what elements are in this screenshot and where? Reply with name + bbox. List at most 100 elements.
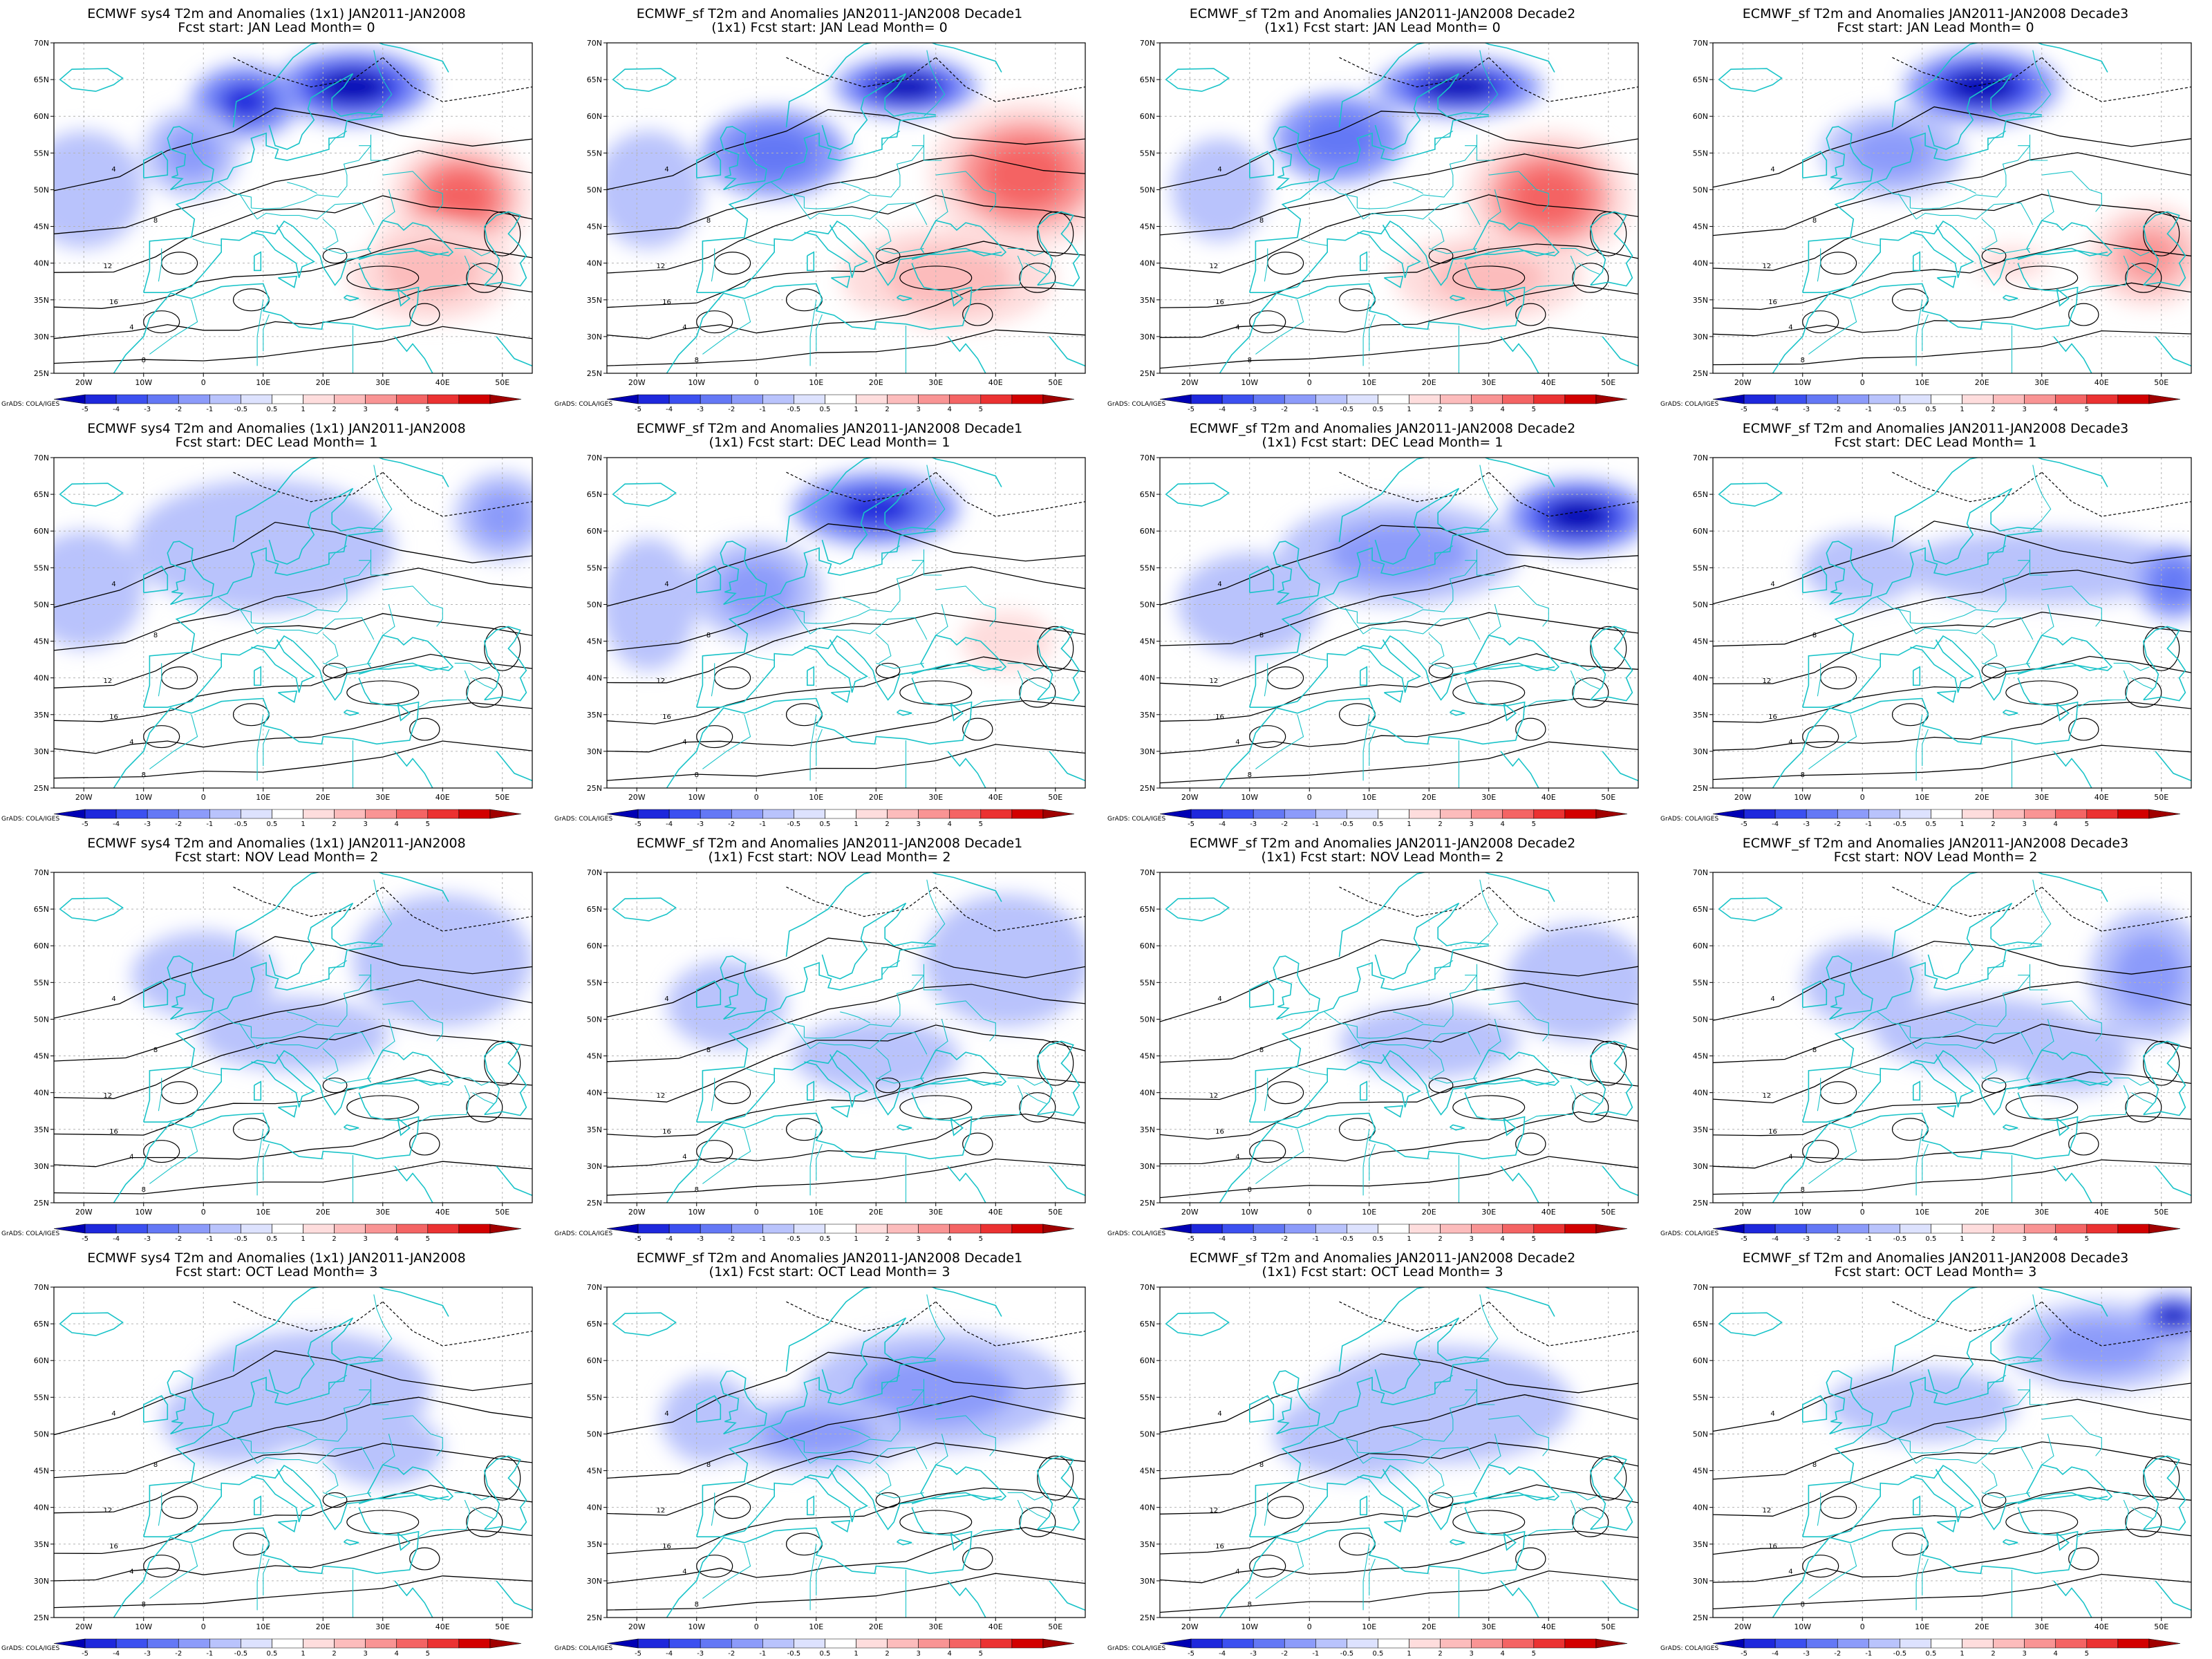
grads-credit: GrADS: COLA/IGES bbox=[554, 401, 613, 408]
country-border bbox=[371, 465, 393, 532]
contour-label: 4 bbox=[1788, 324, 1792, 331]
coastline bbox=[821, 902, 936, 980]
country-border bbox=[1007, 1077, 1044, 1086]
contour-line-negative bbox=[1339, 1301, 1490, 1332]
coastline bbox=[2056, 1118, 2070, 1136]
country-border bbox=[1362, 714, 1370, 781]
country-border bbox=[771, 1426, 805, 1452]
lat-tick-label: 30N bbox=[1693, 1162, 1708, 1171]
coastline bbox=[1383, 690, 1404, 703]
contour-loop bbox=[1019, 677, 1056, 708]
coastline bbox=[1219, 1507, 1526, 1618]
colorbar-swatch bbox=[731, 1638, 763, 1649]
lat-tick-label: 60N bbox=[1140, 1356, 1155, 1365]
lat-tick-label: 50N bbox=[34, 1015, 49, 1024]
contour-label: 8 bbox=[1812, 632, 1817, 639]
country-border bbox=[1915, 714, 1923, 781]
lon-tick-label: 50E bbox=[1601, 1208, 1615, 1217]
map-frame bbox=[1159, 42, 1639, 374]
colorbar-swatch bbox=[303, 394, 335, 404]
colorbar-label: -0.5 bbox=[234, 1235, 248, 1243]
coastline bbox=[2053, 1165, 2102, 1203]
contour-loop bbox=[322, 662, 348, 679]
lat-tick-label: 65N bbox=[34, 490, 49, 499]
lat-tick-label: 30N bbox=[1140, 1577, 1155, 1586]
anomaly-blob bbox=[2157, 1306, 2190, 1327]
lon-tick-label: 10E bbox=[809, 378, 823, 387]
country-border bbox=[1981, 1463, 1998, 1493]
country-border bbox=[323, 1492, 371, 1499]
lon-tick-label: 20W bbox=[1181, 1622, 1199, 1631]
colorbar-swatch bbox=[637, 809, 670, 819]
lon-tick-label: 30E bbox=[375, 1622, 390, 1631]
panel-subtitle: (1x1) Fcst start: NOV Lead Month= 2 bbox=[708, 850, 951, 865]
lat-tick-label: 25N bbox=[1693, 1613, 1708, 1622]
contour-line-negative bbox=[233, 57, 384, 88]
colorbar-label: 3 bbox=[2022, 821, 2026, 828]
colorbar-label: -3 bbox=[144, 1650, 151, 1658]
country-border bbox=[1808, 299, 1857, 355]
country-border bbox=[371, 1294, 393, 1361]
country-border bbox=[935, 1434, 948, 1465]
coastline bbox=[251, 639, 315, 693]
contour-label: 16 bbox=[662, 713, 671, 721]
colorbar-label: -0.5 bbox=[787, 406, 801, 413]
colorbar-label: -4 bbox=[1772, 1650, 1779, 1658]
map-frame bbox=[1712, 1286, 2192, 1618]
colorbar: -5 -4 -3 -2 -1 -0.5 0.5 1 2 3 4 5 bbox=[1159, 809, 1628, 828]
anomaly-blob bbox=[54, 531, 144, 649]
colorbar-label: -1 bbox=[206, 1235, 213, 1243]
coastline bbox=[1718, 1312, 1783, 1336]
lon-tick-label: 10W bbox=[1794, 378, 1811, 387]
colorbar-swatch bbox=[1284, 394, 1316, 404]
lat-tick-label: 45N bbox=[1693, 223, 1708, 232]
lon-tick-label: 20E bbox=[316, 378, 330, 387]
contour-loop bbox=[1515, 718, 1546, 741]
contour-label: 4 bbox=[682, 738, 686, 746]
contour-line bbox=[607, 154, 1085, 235]
contour-line bbox=[1160, 565, 1638, 646]
colorbar-label: 5 bbox=[979, 406, 983, 413]
lon-tick-label: 20W bbox=[1734, 1208, 1752, 1217]
coastline bbox=[1360, 666, 1368, 686]
graticule bbox=[1160, 872, 1638, 1203]
lon-tick-label: 30E bbox=[375, 1208, 390, 1217]
contour-label: 8 bbox=[1259, 217, 1264, 225]
contour-line bbox=[607, 656, 1085, 724]
country-border bbox=[382, 604, 395, 636]
contour-label: 16 bbox=[1215, 1128, 1224, 1136]
lat-tick-label: 55N bbox=[1693, 1393, 1708, 1402]
panel-subtitle: Fcst start: DEC Lead Month= 1 bbox=[1834, 435, 2037, 450]
country-border bbox=[1524, 1528, 1563, 1537]
contour-loop bbox=[2143, 1455, 2180, 1501]
panel-title: ECMWF_sf T2m and Anomalies JAN2011-JAN20… bbox=[636, 1250, 1023, 1266]
grads-credit: GrADS: COLA/IGES bbox=[1107, 1645, 1166, 1652]
contour-loop bbox=[1802, 310, 1839, 334]
country-border bbox=[322, 218, 339, 249]
lon-tick-label: 10E bbox=[1362, 793, 1376, 802]
colorbar-label: -1 bbox=[759, 406, 766, 413]
country-border bbox=[418, 284, 457, 293]
contour-line bbox=[1160, 1441, 1638, 1515]
lat-tick-label: 30N bbox=[587, 332, 602, 341]
anomaly-blob bbox=[1898, 531, 2186, 605]
contour-loop bbox=[1037, 626, 1074, 671]
colorbar-label: 4 bbox=[2054, 1650, 2058, 1658]
contour-loop bbox=[2143, 1040, 2180, 1086]
colorbar-label: -3 bbox=[1250, 1235, 1257, 1243]
colorbar-swatch bbox=[856, 394, 888, 404]
coastline bbox=[1910, 639, 1974, 693]
country-border bbox=[1910, 1378, 2031, 1454]
lon-tick-label: 20E bbox=[316, 1622, 330, 1631]
lon-tick-label: 20E bbox=[869, 1622, 883, 1631]
contour-label: 4 bbox=[1217, 1410, 1221, 1418]
country-border bbox=[768, 1617, 769, 1618]
colorbar-swatch bbox=[2024, 1224, 2056, 1234]
contour-line-negative bbox=[935, 57, 1085, 102]
country-border bbox=[1434, 131, 1454, 147]
colorbar-label: -5 bbox=[635, 1235, 641, 1243]
